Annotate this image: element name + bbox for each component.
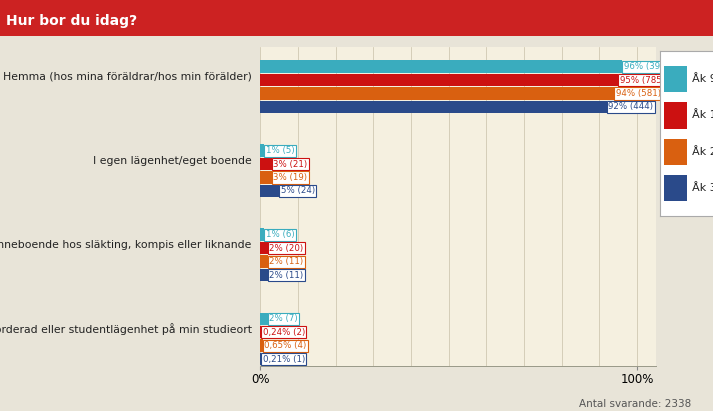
Text: 95% (785): 95% (785)	[620, 76, 665, 85]
Bar	[664, 139, 687, 165]
Text: 0,21% (1): 0,21% (1)	[262, 355, 304, 364]
Text: Antal svarande: 2338: Antal svarande: 2338	[580, 399, 692, 409]
Text: Inneboende hos släkting, kompis eller liknande: Inneboende hos släkting, kompis eller li…	[0, 240, 252, 250]
Text: Åk 1: Åk 1	[692, 111, 713, 120]
Text: 96% (397): 96% (397)	[624, 62, 668, 71]
Bar	[260, 326, 261, 338]
Text: Hemma (hos mina föräldrar/hos min förälder): Hemma (hos mina föräldrar/hos min föräld…	[3, 72, 252, 82]
Text: Inackorderad eller studentlägenhet på min studieort: Inackorderad eller studentlägenhet på mi…	[0, 323, 252, 335]
Bar	[260, 144, 264, 157]
Text: Åk 3: Åk 3	[692, 183, 713, 193]
Bar	[260, 312, 268, 325]
Bar	[664, 102, 687, 129]
Bar	[260, 269, 268, 281]
Bar	[260, 87, 615, 100]
Text: Åk 9: Åk 9	[692, 74, 713, 84]
Bar	[260, 185, 279, 197]
Bar	[664, 66, 687, 92]
Text: 0,65% (4): 0,65% (4)	[265, 341, 307, 350]
Bar	[260, 60, 622, 73]
Text: 2% (11): 2% (11)	[270, 270, 304, 279]
Bar	[664, 175, 687, 201]
Bar	[260, 339, 262, 352]
Text: Hur bor du idag?: Hur bor du idag?	[6, 14, 137, 28]
Text: 94% (581): 94% (581)	[616, 89, 661, 98]
Bar	[260, 158, 272, 170]
Text: 3% (19): 3% (19)	[273, 173, 307, 182]
Bar	[260, 101, 607, 113]
Text: 2% (11): 2% (11)	[270, 257, 304, 266]
Text: 92% (444): 92% (444)	[608, 102, 654, 111]
Text: Åk 2: Åk 2	[692, 147, 713, 157]
Text: 1% (5): 1% (5)	[265, 146, 294, 155]
Bar	[260, 229, 264, 241]
Text: 2% (7): 2% (7)	[270, 314, 298, 323]
Bar	[260, 353, 261, 365]
Text: 5% (24): 5% (24)	[281, 187, 314, 196]
Text: 0,24% (2): 0,24% (2)	[262, 328, 305, 337]
Text: I egen lägenhet/eget boende: I egen lägenhet/eget boende	[93, 156, 252, 166]
Bar	[260, 242, 268, 254]
Bar	[260, 255, 268, 268]
Text: 3% (21): 3% (21)	[273, 159, 307, 169]
Text: 1% (6): 1% (6)	[265, 230, 294, 239]
Text: 2% (20): 2% (20)	[270, 244, 304, 253]
Bar	[260, 171, 272, 184]
Bar	[260, 74, 618, 86]
